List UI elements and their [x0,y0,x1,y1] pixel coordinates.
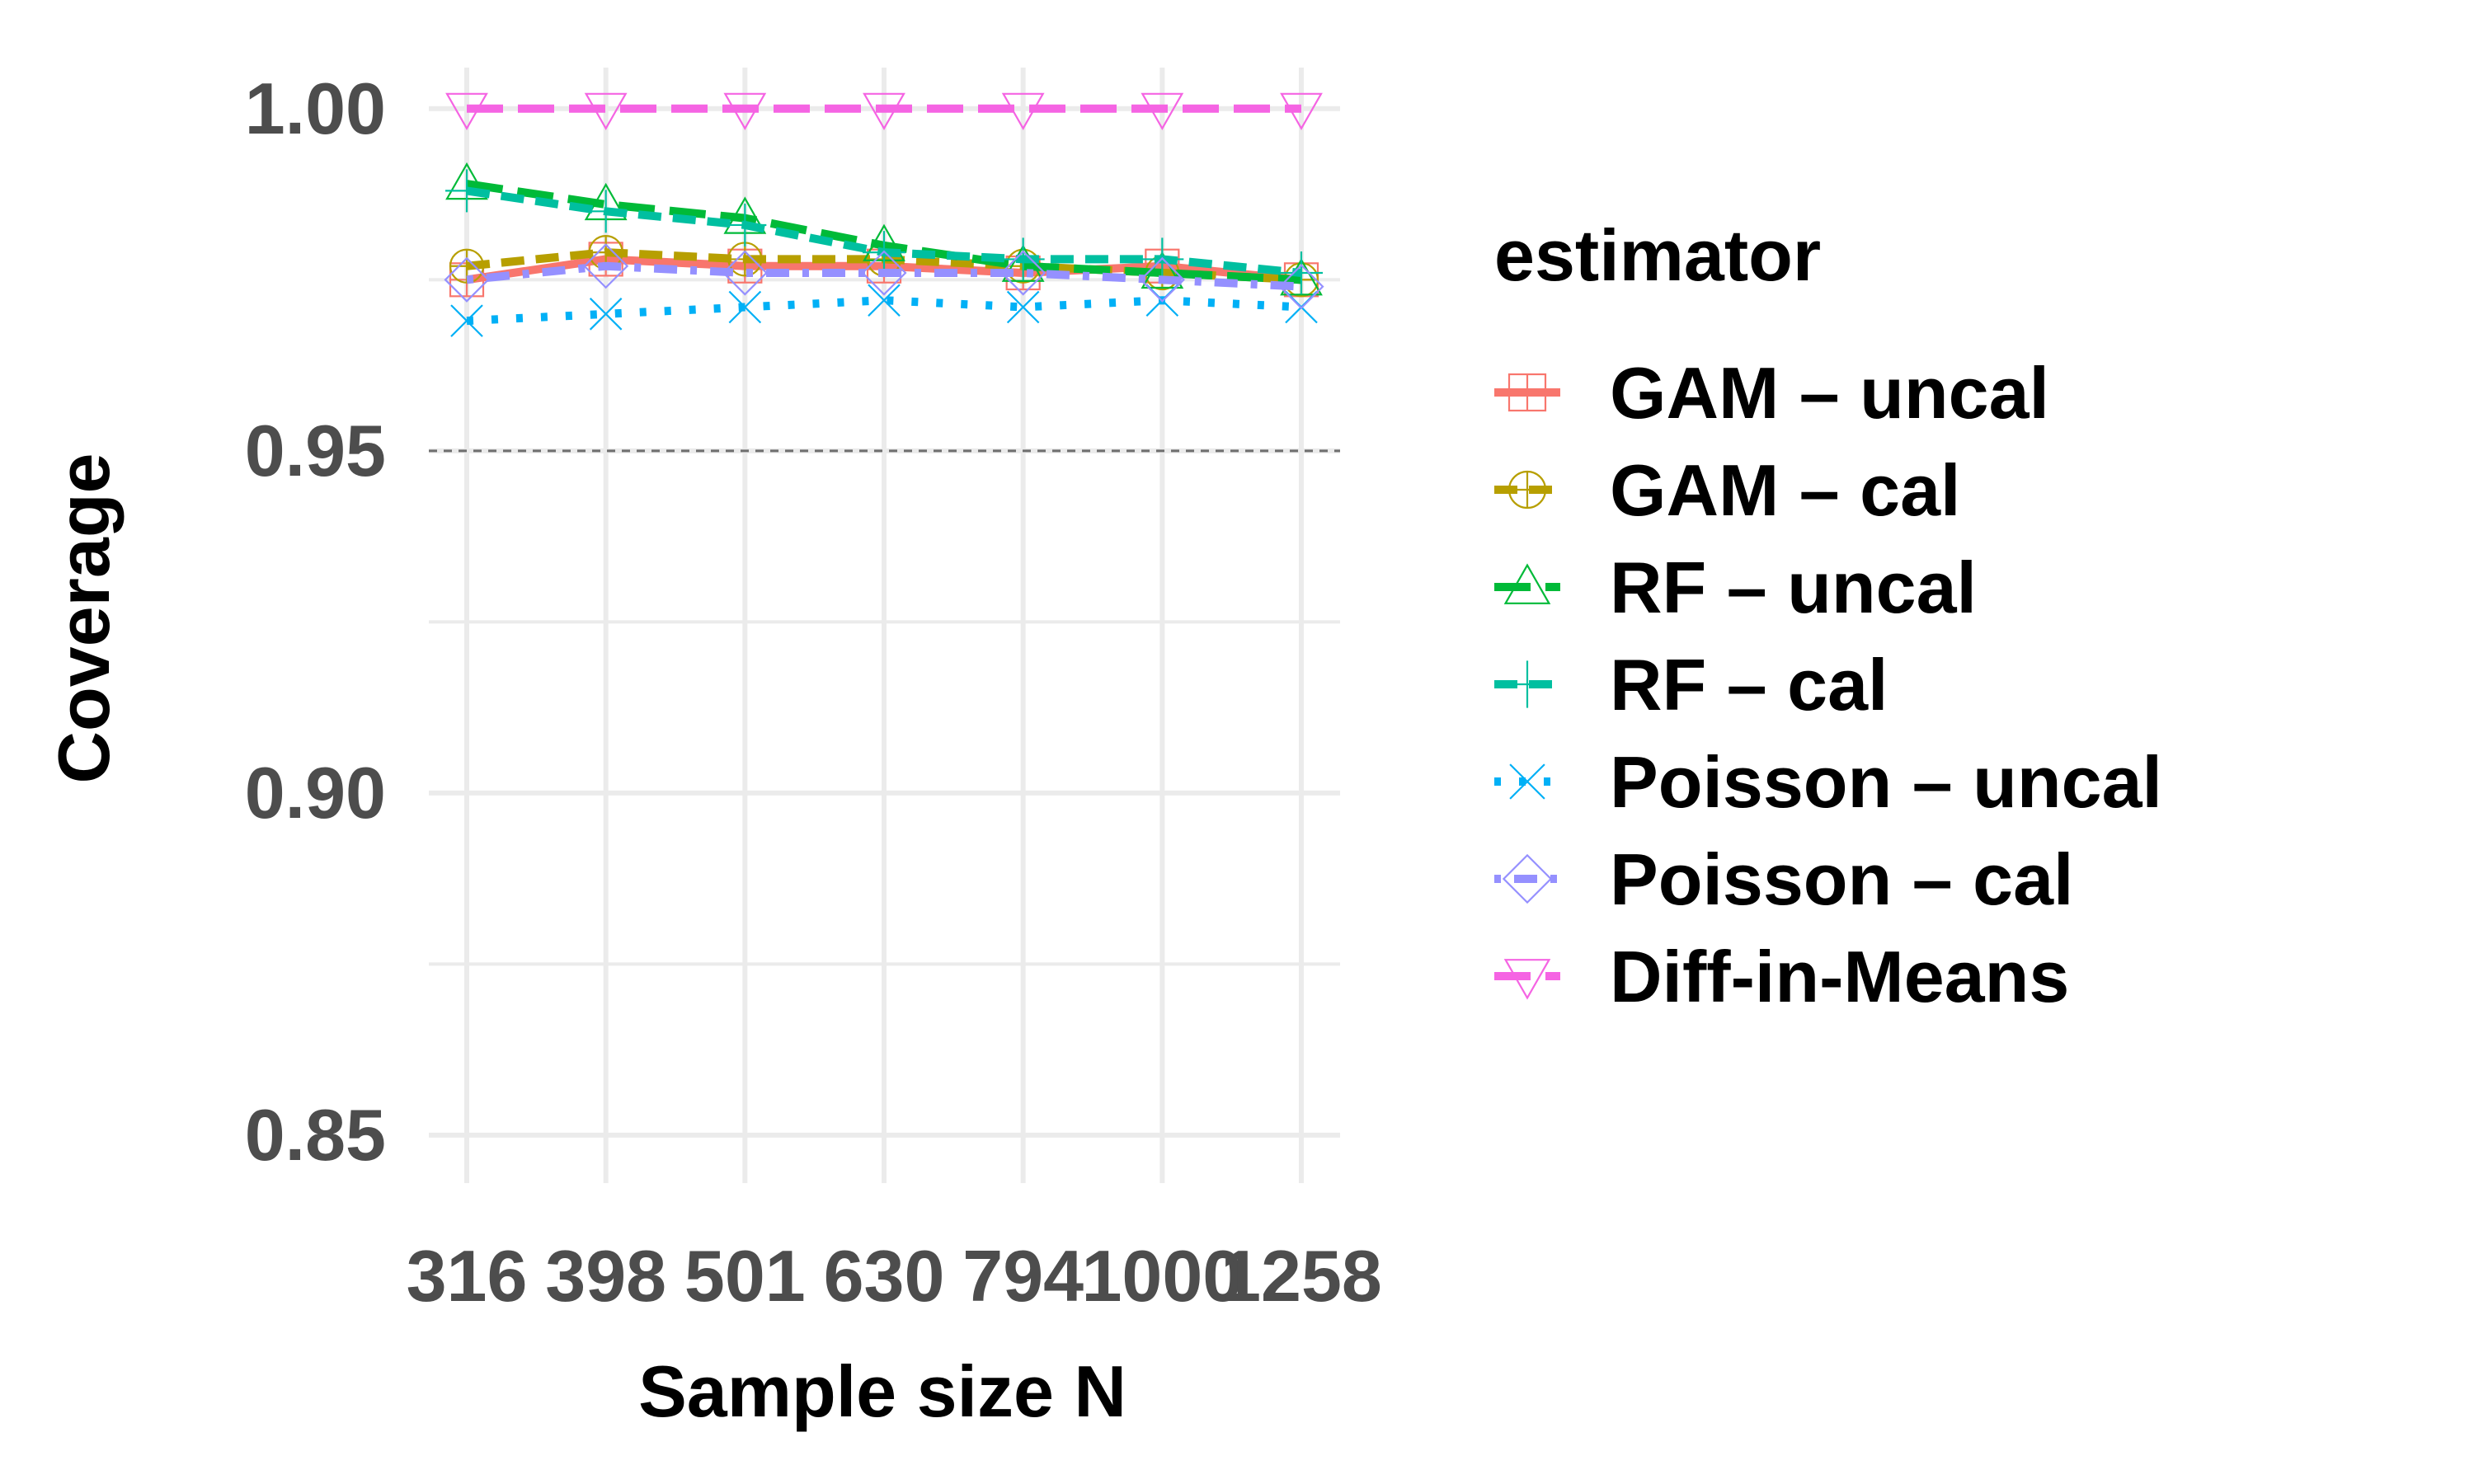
data-point [1507,470,1547,510]
data-point [1503,563,1551,604]
data-point [1001,237,1045,281]
data-point-marker [868,284,901,317]
data-point-marker [722,250,768,296]
data-point-marker [1001,244,1045,282]
data-point [868,284,901,317]
legend-label: GAM – uncal [1610,352,2049,434]
data-point-marker [1503,959,1551,1000]
data-point [727,242,763,277]
data-point [1278,264,1324,310]
y-tick-labels: 0.85 0.90 0.95 1.00 [245,68,386,1176]
data-point-marker [1141,92,1184,131]
data-point-marker [861,250,907,296]
data-point-marker [1001,92,1045,131]
legend-item: RF – uncal [1494,547,1977,628]
data-point-marker [584,92,628,131]
legend-title: estimator [1494,214,1821,296]
legend-label: RF – uncal [1610,547,1977,628]
data-point-marker [1509,763,1545,800]
data-point [1280,251,1323,295]
legend-label: Diff-in-Means [1610,936,2069,1017]
x-axis-title: Sample size N [638,1350,1126,1432]
data-point [584,92,628,131]
data-point [1000,250,1047,296]
data-point [728,290,762,324]
data-point-marker [445,92,488,131]
legend-label: Poisson – cal [1610,838,2073,920]
y-tick-label: 1.00 [245,68,386,149]
y-tick-label: 0.95 [245,410,386,491]
legend-label: GAM – cal [1610,449,1960,531]
x-tick-label: 1000 [1081,1235,1243,1317]
data-point [584,190,628,233]
data-point [1507,373,1547,412]
data-point-marker [723,92,767,131]
data-point [1141,92,1184,131]
series-line [466,261,1302,291]
legend-item: RF – cal [1494,644,1888,726]
data-point [445,169,488,213]
data-point [723,92,767,131]
data-point [1139,256,1185,303]
data-point [1006,290,1040,324]
data-point [861,250,907,296]
y-tick-label: 0.85 [245,1094,386,1176]
data-point [450,304,483,337]
legend-item: Diff-in-Means [1494,936,2069,1017]
data-point-marker [583,243,629,289]
data-point [1502,853,1553,904]
x-tick-label: 630 [824,1235,945,1317]
data-point-marker [1006,290,1040,324]
data-point-marker [1141,251,1184,289]
data-point [1141,251,1184,289]
data-point-marker [1280,258,1323,296]
data-point [1280,258,1323,296]
y-axis-title: Coverage [43,453,125,783]
legend-item: GAM – uncal [1494,352,2049,434]
data-point-marker [1280,92,1323,131]
legend-item: Poisson – uncal [1494,741,2162,823]
legend: estimator GAM – uncal GAM – cal RF – uncal… [1494,214,2162,1017]
legend-item: Poisson – cal [1494,838,2073,920]
x-tick-label: 316 [407,1235,528,1317]
data-point [444,256,490,303]
data-point [1503,959,1551,1000]
series [445,92,1323,131]
y-tick-label: 0.90 [245,752,386,834]
series-group [444,92,1324,337]
series [444,243,1324,310]
legend-label: RF – cal [1610,644,1888,726]
legend-item: GAM – cal [1494,449,1960,531]
data-point [583,243,629,289]
data-point-marker [1278,264,1324,310]
data-point [863,92,905,131]
data-point [1503,660,1551,708]
data-point-marker [444,256,490,303]
data-point-marker [1502,853,1553,904]
x-tick-label: 398 [545,1235,666,1317]
data-point-marker [1139,256,1185,303]
x-tick-label: 501 [684,1235,806,1317]
x-tick-label: 794 [962,1235,1084,1317]
data-point [722,250,768,296]
data-point-marker [1000,250,1047,296]
data-point-marker [450,304,483,337]
data-point-marker [589,298,623,331]
x-tick-label: 1258 [1221,1235,1382,1317]
data-point [1509,763,1545,800]
data-point [723,203,767,247]
data-point [1280,92,1323,131]
data-point-marker [728,290,762,324]
data-point [1001,244,1045,282]
data-point [445,92,488,131]
data-point [589,298,623,331]
legend-label: Poisson – uncal [1610,741,2162,823]
data-point-marker [863,92,905,131]
data-point [1001,92,1045,131]
data-point-marker [1503,563,1551,604]
